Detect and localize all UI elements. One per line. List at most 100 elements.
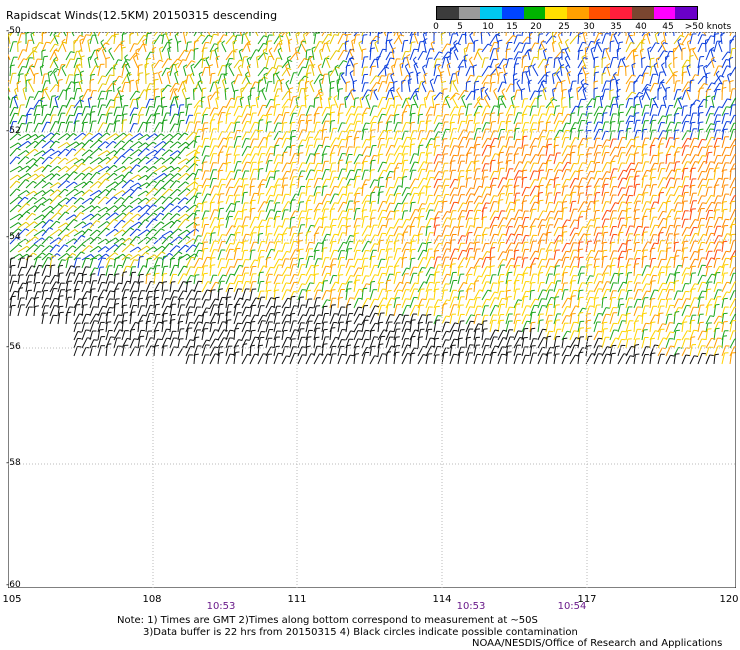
wind-barb-tick [522, 200, 527, 202]
wind-barb-tick [485, 227, 490, 229]
wind-barb-tick [382, 107, 387, 110]
wind-barb-tick [706, 95, 711, 98]
wind-barb [500, 98, 507, 109]
wind-barb [465, 193, 471, 205]
wind-barb-tick [145, 197, 150, 201]
wind-barb-tick [723, 80, 728, 82]
wind-barb-tick [712, 59, 717, 63]
wind-barb [537, 200, 540, 213]
wind-barb-tick [168, 196, 173, 200]
wind-barb [441, 43, 448, 53]
legend-label: 5 [457, 22, 463, 32]
wind-barb [273, 216, 277, 229]
wind-barb-tick [582, 41, 587, 44]
wind-barb [617, 177, 623, 189]
wind-barb [609, 32, 611, 37]
wind-barb [633, 184, 637, 197]
wind-barb-tick [214, 79, 219, 83]
wind-barb [601, 145, 606, 157]
wind-barb-tick [717, 162, 722, 164]
wind-barb-tick [476, 96, 481, 100]
wind-barb [281, 106, 285, 117]
wind-barb [257, 201, 265, 213]
wind-barb-tick [686, 226, 691, 229]
wind-barb [665, 74, 674, 85]
wind-barb-tick [616, 47, 622, 51]
wind-barb [433, 137, 437, 149]
wind-barb [177, 112, 181, 125]
wind-barb [25, 212, 33, 221]
wind-barb-tick [686, 64, 691, 68]
wind-barb-tick [245, 32, 249, 35]
wind-barb-tick [34, 148, 39, 152]
wind-barb-tick [181, 87, 186, 91]
wind-barb-tick [715, 184, 720, 186]
wind-barb [361, 113, 364, 125]
wind-barb-tick [177, 172, 182, 177]
wind-barb [215, 57, 219, 69]
wind-barb-tick [547, 231, 552, 234]
wind-barb [161, 41, 168, 53]
wind-barb [273, 145, 276, 157]
wind-barb-tick [646, 83, 652, 87]
wind-barb-tick [685, 234, 690, 237]
wind-barb [497, 136, 502, 149]
wind-barb-tick [57, 182, 62, 186]
wind-barb-tick [595, 65, 600, 68]
wind-barb-tick [318, 217, 323, 220]
wind-barb-tick [30, 107, 35, 110]
wind-barb-tick [503, 72, 508, 76]
wind-barb-tick [662, 130, 667, 132]
wind-barb [321, 43, 325, 53]
wind-barb [649, 224, 656, 237]
wind-barb-tick [263, 35, 268, 38]
wind-barb [225, 203, 232, 213]
wind-barb-tick [662, 186, 667, 189]
wind-barb [337, 60, 344, 69]
wind-barb-tick [628, 32, 632, 35]
wind-barb [161, 220, 172, 229]
wind-barb-tick [49, 205, 54, 209]
wind-barb [217, 218, 221, 229]
wind-barb [209, 138, 214, 149]
wind-barb [33, 74, 36, 85]
wind-barb [553, 184, 557, 197]
wind-barb-tick [254, 216, 259, 219]
wind-barb-tick [339, 159, 344, 162]
wind-barb [113, 155, 123, 165]
wind-barb-tick [532, 63, 536, 67]
wind-barb-tick [487, 74, 492, 77]
wind-barb [9, 237, 17, 245]
wind-barb-tick [342, 201, 348, 204]
wind-barb-tick [153, 72, 158, 75]
wind-barb-tick [8, 88, 10, 91]
wind-barb [193, 210, 197, 221]
wind-barb [61, 41, 67, 53]
wind-barb [657, 72, 661, 85]
wind-barb [185, 140, 195, 149]
wind-barb [281, 162, 288, 173]
wind-barb [145, 180, 154, 189]
wind-barb [422, 34, 427, 45]
wind-barb-tick [366, 146, 371, 148]
wind-barb [257, 179, 264, 189]
wind-barb [369, 75, 377, 85]
wind-barb-tick [122, 179, 127, 184]
wind-barb [41, 140, 52, 149]
wind-barb [65, 58, 71, 69]
wind-barb [129, 236, 137, 245]
wind-barb-tick [299, 145, 304, 147]
wind-barb [497, 129, 502, 141]
wind-barb [501, 90, 507, 101]
wind-barb [401, 40, 405, 53]
wind-barb-tick [262, 104, 267, 107]
wind-barb-tick [542, 233, 547, 235]
wind-barb-tick [542, 162, 547, 165]
wind-barb-tick [228, 63, 232, 67]
wind-barb-tick [113, 172, 118, 176]
wind-barb [319, 96, 323, 109]
wind-barb [641, 137, 646, 149]
wind-barb [377, 209, 383, 221]
wind-barb [705, 168, 711, 181]
wind-barb [289, 226, 293, 237]
